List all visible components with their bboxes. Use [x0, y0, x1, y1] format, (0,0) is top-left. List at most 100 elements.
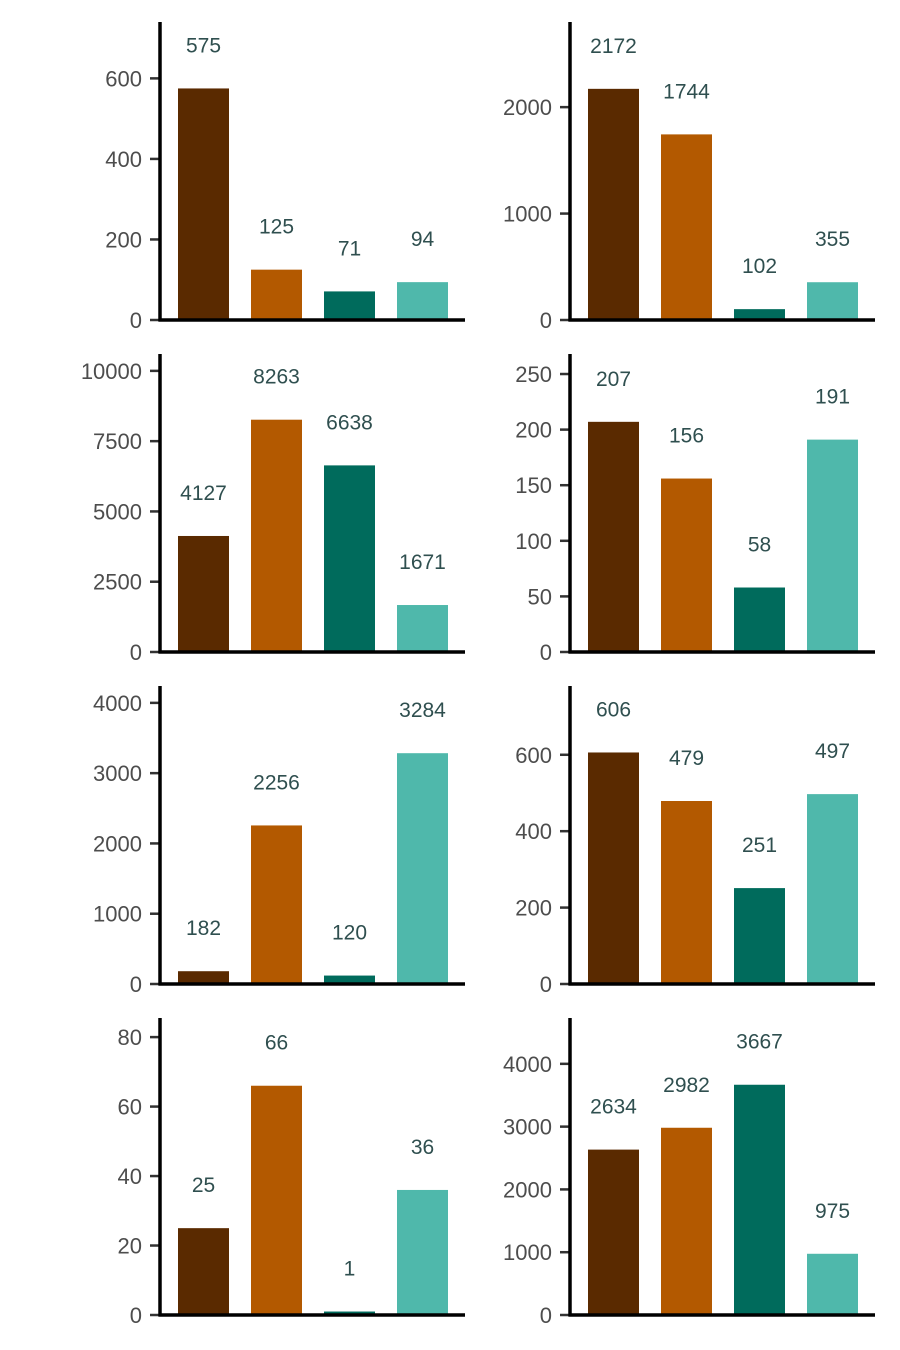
- bar-value-label: 2256: [253, 771, 300, 794]
- y-tick-label: 600: [105, 66, 142, 91]
- bar: [807, 439, 858, 652]
- bar-value-label: 479: [669, 747, 704, 770]
- bar: [734, 587, 785, 652]
- bar-value-label: 2172: [590, 35, 637, 58]
- y-tick-label: 200: [515, 418, 552, 443]
- bar-value-label: 251: [742, 834, 777, 857]
- bar: [661, 134, 712, 320]
- y-tick-label: 0: [540, 1303, 552, 1328]
- y-tick-label: 80: [118, 1025, 142, 1050]
- bar: [661, 800, 712, 984]
- bar-value-label: 575: [186, 34, 221, 57]
- y-tick-label: 1000: [93, 902, 142, 927]
- bar: [178, 971, 229, 984]
- bar-value-label: 102: [742, 255, 777, 278]
- panel-5: 0 1000 2000 3000 4000 182 2256 120 3284: [93, 686, 465, 997]
- bar: [251, 825, 302, 984]
- y-tick-label: 7500: [93, 429, 142, 454]
- bar-value-label: 497: [815, 740, 850, 763]
- bar: [807, 282, 858, 320]
- y-tick-label: 4000: [93, 691, 142, 716]
- bar: [251, 419, 302, 652]
- bar-value-label: 94: [411, 228, 435, 251]
- panel-3: 0 2500 5000 7500 10000 4127 8263 6638 1671: [81, 354, 465, 665]
- y-tick-label: 10000: [81, 359, 142, 384]
- bar-value-label: 2634: [590, 1096, 637, 1119]
- panel-1: 0 200 400 600 575 125 71 94: [105, 22, 465, 333]
- y-tick-label: 200: [105, 227, 142, 252]
- bar-value-label: 2982: [663, 1074, 710, 1097]
- y-tick-label: 0: [130, 308, 142, 333]
- bar-value-label: 207: [596, 368, 631, 391]
- bar: [734, 1084, 785, 1315]
- y-tick-label: 0: [540, 640, 552, 665]
- bar: [324, 291, 375, 320]
- bar-value-label: 1744: [663, 80, 710, 103]
- bar: [397, 605, 448, 652]
- bar-value-label: 191: [815, 386, 850, 409]
- y-tick-label: 3000: [503, 1115, 552, 1140]
- bar: [661, 478, 712, 652]
- y-tick-label: 4000: [503, 1052, 552, 1077]
- y-tick-label: 0: [130, 1303, 142, 1328]
- bar-value-label: 36: [411, 1136, 434, 1159]
- bar: [251, 1085, 302, 1315]
- bar-value-label: 3284: [399, 699, 446, 722]
- bar: [397, 1189, 448, 1315]
- bar-value-label: 66: [265, 1032, 288, 1055]
- bar-value-label: 25: [192, 1174, 215, 1197]
- bar-value-label: 3667: [736, 1031, 783, 1054]
- y-tick-label: 5000: [93, 499, 142, 524]
- bar-value-label: 71: [338, 237, 361, 260]
- bar-value-label: 156: [669, 425, 704, 448]
- y-tick-label: 250: [515, 362, 552, 387]
- bar-value-label: 1: [344, 1258, 356, 1281]
- bar-value-label: 125: [259, 216, 294, 239]
- bar: [807, 794, 858, 984]
- y-tick-label: 2000: [503, 1177, 552, 1202]
- bar: [178, 535, 229, 652]
- y-tick-label: 150: [515, 473, 552, 498]
- bar: [661, 1127, 712, 1315]
- y-tick-label: 60: [118, 1095, 142, 1120]
- bar-value-label: 4127: [180, 482, 227, 505]
- bar: [734, 888, 785, 984]
- panel-2: 0 1000 2000 2172 1744 102 355: [503, 22, 875, 333]
- bar: [807, 1253, 858, 1315]
- y-tick-label: 0: [540, 308, 552, 333]
- bar-value-label: 1671: [399, 551, 446, 574]
- y-tick-label: 0: [130, 640, 142, 665]
- y-tick-label: 400: [105, 147, 142, 172]
- y-tick-label: 1000: [503, 1240, 552, 1265]
- bar: [324, 975, 375, 984]
- y-tick-label: 50: [528, 584, 552, 609]
- bar: [588, 421, 639, 652]
- bar-value-label: 8263: [253, 366, 300, 389]
- y-tick-label: 2500: [93, 570, 142, 595]
- bar-value-label: 6638: [326, 411, 373, 434]
- bar: [178, 1228, 229, 1315]
- bar-value-label: 355: [815, 228, 850, 251]
- bar: [734, 309, 785, 320]
- y-tick-label: 2000: [93, 831, 142, 856]
- y-tick-label: 0: [130, 972, 142, 997]
- bar: [588, 1149, 639, 1315]
- y-tick-label: 400: [515, 819, 552, 844]
- y-tick-label: 100: [515, 529, 552, 554]
- bar: [397, 282, 448, 320]
- bar-value-label: 58: [748, 534, 771, 557]
- y-tick-label: 3000: [93, 761, 142, 786]
- bar: [178, 88, 229, 320]
- y-tick-label: 20: [118, 1234, 142, 1259]
- bar: [324, 465, 375, 652]
- panel-4: 0 50 100 150 200 250 207 156 58 191: [515, 354, 875, 665]
- bar: [588, 88, 639, 320]
- bar-value-label: 120: [332, 922, 367, 945]
- panel-8: 0 1000 2000 3000 4000 2634 2982 3667 975: [503, 1018, 875, 1328]
- bar-value-label: 182: [186, 917, 221, 940]
- y-tick-label: 200: [515, 896, 552, 921]
- y-tick-label: 0: [540, 972, 552, 997]
- panel-6: 0 200 400 600 606 479 251 497: [515, 686, 875, 997]
- bar-value-label: 975: [815, 1200, 850, 1223]
